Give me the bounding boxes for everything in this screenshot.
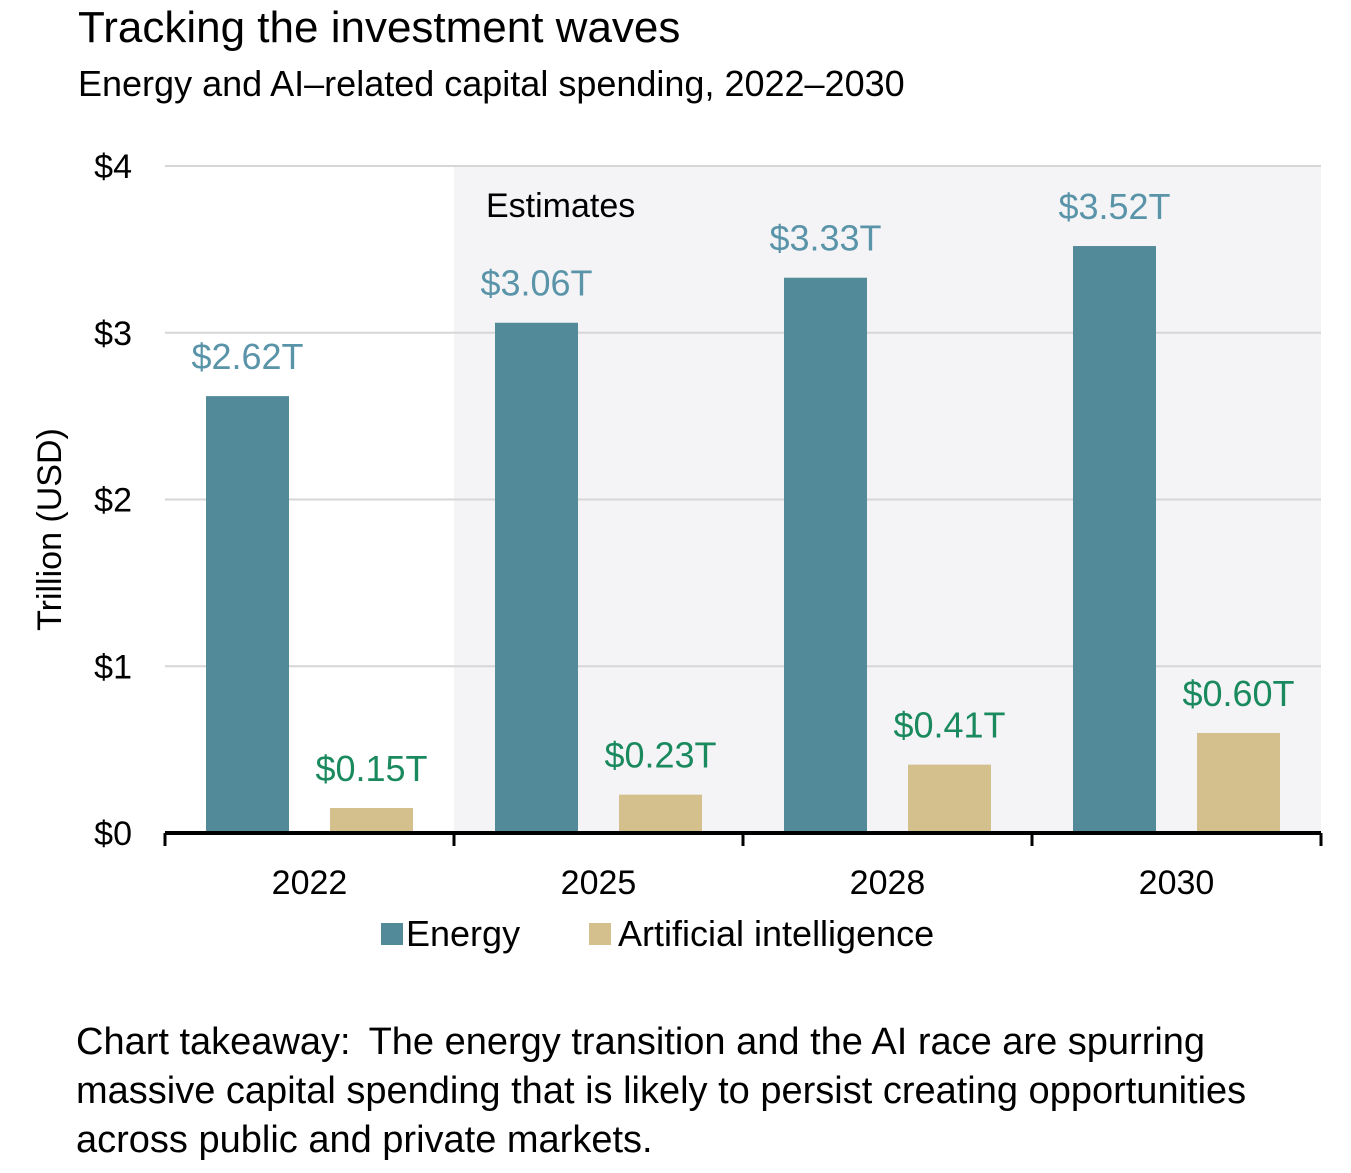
takeaway-label: Chart takeaway:: [76, 1021, 351, 1063]
chart-subtitle: Energy and AI–related capital spending, …: [78, 63, 905, 104]
x-tick-label: 2028: [850, 864, 926, 902]
y-axis-label: Trillion (USD): [31, 428, 69, 631]
data-label-ai: $0.41T: [893, 705, 1005, 746]
bar-ai: [1197, 732, 1280, 833]
takeaway-text: The energy transition and the AI race ar…: [76, 1021, 1247, 1161]
data-label-energy: $3.06T: [480, 263, 592, 304]
y-tick-label: $0: [94, 815, 132, 853]
bar-ai: [330, 807, 413, 833]
legend-swatch-energy: [381, 923, 403, 945]
bar-energy: [495, 322, 578, 833]
data-label-energy: $3.33T: [769, 218, 881, 259]
x-tick-label: 2030: [1139, 864, 1215, 902]
data-label-ai: $0.23T: [604, 735, 716, 776]
bar-chart: Estimates $0 $1 $2 $3 $4 Trillion (USD) $2.62T $…: [31, 148, 1323, 954]
data-label-ai: $0.15T: [315, 748, 427, 789]
x-tick-label: 2025: [561, 864, 637, 902]
data-label-ai: $0.60T: [1182, 673, 1294, 714]
y-tick-label: $2: [94, 482, 132, 520]
bar-ai: [619, 794, 702, 833]
data-label-energy: $2.62T: [191, 336, 303, 377]
data-label-energy: $3.52T: [1058, 186, 1170, 227]
bar-ai: [908, 764, 991, 833]
chart-takeaway: Chart takeaway: The energy transition and…: [76, 1018, 1326, 1165]
y-tick-label: $1: [94, 648, 132, 686]
bar-energy: [784, 277, 867, 833]
y-tick-label: $3: [94, 315, 132, 353]
y-tick-label: $4: [94, 148, 132, 186]
estimates-label: Estimates: [486, 187, 635, 225]
legend-label-energy: Energy: [406, 913, 520, 954]
chart-title: Tracking the investment waves: [78, 3, 681, 52]
bar-energy: [1073, 246, 1156, 834]
bar-energy: [206, 396, 289, 833]
legend-label-ai: Artificial intelligence: [618, 913, 934, 954]
x-tick-label: 2022: [272, 864, 348, 902]
legend-swatch-ai: [589, 923, 611, 945]
